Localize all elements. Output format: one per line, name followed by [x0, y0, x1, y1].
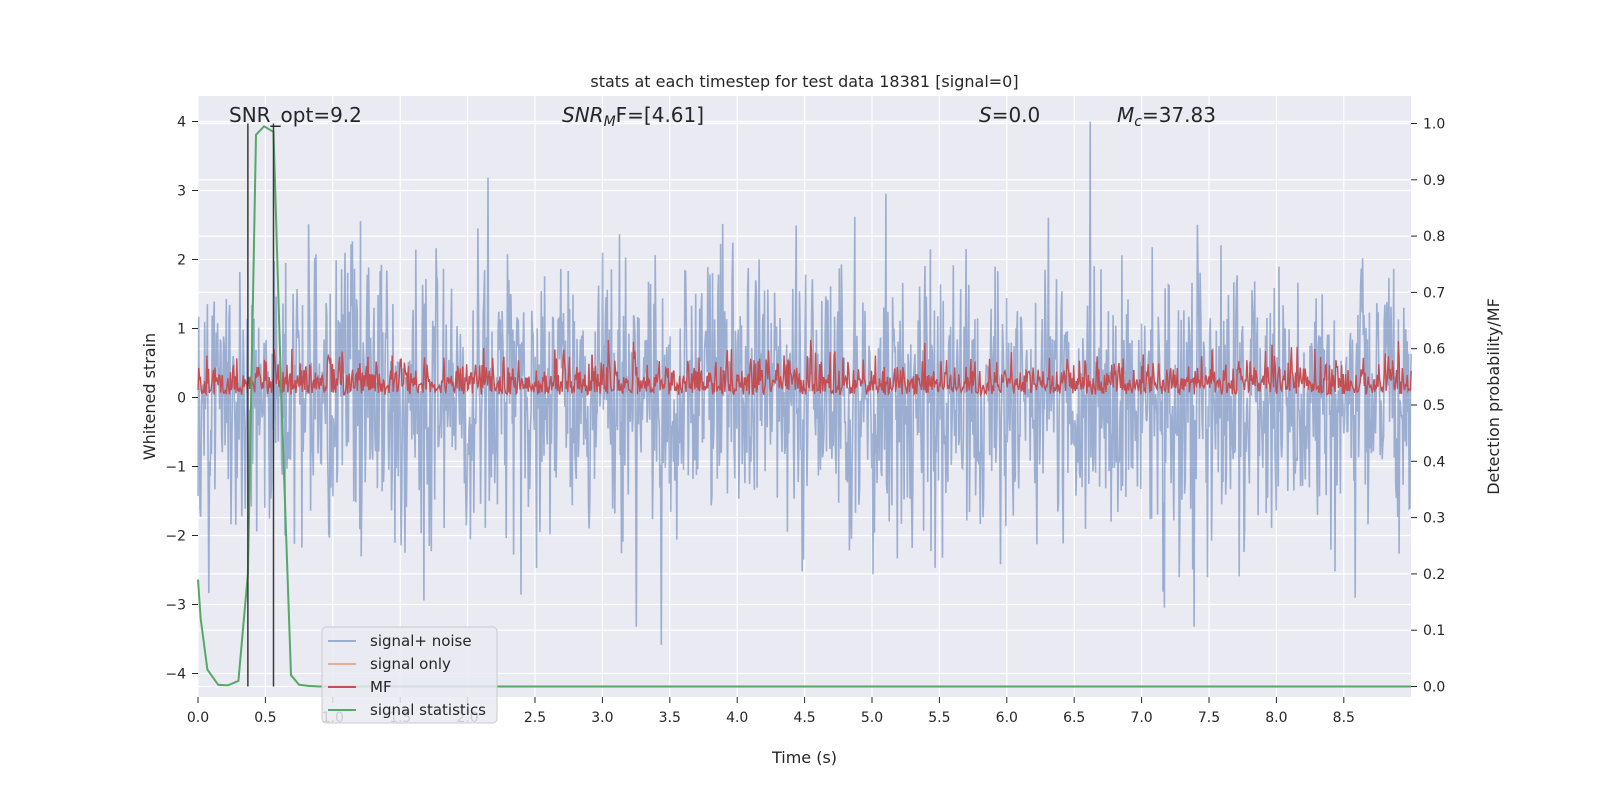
y-left-tick-label: 4	[177, 115, 186, 131]
y-right-tick-label: 0.7	[1423, 285, 1445, 301]
y-left-tick-label: 0	[177, 391, 186, 407]
chart-title: stats at each timestep for test data 183…	[590, 72, 1018, 91]
x-tick-label: 0.0	[187, 710, 209, 726]
legend-label: MF	[370, 678, 392, 696]
signal-statistics-line	[197, 125, 1412, 688]
x-tick-label: 2.5	[524, 710, 546, 726]
y-right-tick-label: 0.5	[1423, 398, 1445, 414]
annotation-mc: Mc=37.83	[1117, 103, 1216, 130]
y-right-tick-label: 0.8	[1423, 229, 1445, 245]
annotation-mc-value: =37.83	[1142, 103, 1216, 127]
y-right-tick-label: 0.9	[1423, 173, 1445, 189]
y-left-tick-label: 3	[177, 184, 186, 200]
y-right-tick-label: 0.3	[1423, 511, 1445, 527]
annotation-s: S=0.0	[979, 103, 1040, 127]
vlines	[247, 123, 275, 687]
y-right-tick-label: 0.1	[1423, 623, 1445, 639]
x-tick-label: 3.5	[659, 710, 681, 726]
x-axis-label: Time (s)	[771, 748, 837, 767]
signal-noise-line	[197, 121, 1412, 646]
legend-box	[321, 626, 498, 724]
mf-line	[197, 339, 1412, 398]
y-right-tick-label: 0.4	[1423, 454, 1445, 470]
y-left-tick-label: −3	[165, 598, 186, 614]
y-right-tick-label: 1.0	[1423, 117, 1445, 133]
y-right-tick-label: 0.6	[1423, 342, 1445, 358]
annotation-s-base: S	[979, 103, 992, 127]
annotation-s-value: =0.0	[992, 103, 1041, 127]
annotation-mc-sub: c	[1134, 114, 1142, 130]
legend-label: signal only	[370, 655, 451, 673]
x-tick-label: 3.0	[591, 710, 613, 726]
signal-noise-series	[197, 121, 1412, 646]
legend: signal+ noise signal only MF signal statist…	[321, 626, 498, 724]
legend-label: signal statistics	[370, 701, 486, 719]
x-tick-label: 8.0	[1265, 710, 1287, 726]
y-right-tick-label: 0.2	[1423, 567, 1445, 583]
annotation-mc-base: M	[1117, 103, 1134, 127]
x-tick-label: 6.5	[1063, 710, 1085, 726]
signal-statistics-series	[197, 125, 1412, 688]
annotations: SNR_opt=9.2 SNRMF=[4.61] S=0.0 Mc=37.83	[229, 103, 1216, 130]
annotation-snr-opt: SNR_opt=9.2	[229, 103, 362, 127]
y-left-tick-label: −1	[165, 460, 186, 476]
x-tick-label: 5.0	[861, 710, 883, 726]
x-tick-label: 4.5	[793, 710, 815, 726]
annotation-snr-mf-base: SNR	[562, 103, 604, 127]
y-axis-right-ticks: 1.0 0.9 0.8 0.7 0.6 0.5 0.4 0.3 0.2 0.1 0.0	[1411, 117, 1445, 696]
x-tick-label: 4.0	[726, 710, 748, 726]
annotation-snr-mf-sub: M	[604, 114, 616, 130]
y-left-tick-label: 2	[177, 253, 186, 269]
annotation-snr-mf: SNRMF=[4.61]	[562, 103, 704, 130]
x-tick-label: 8.5	[1333, 710, 1355, 726]
annotation-snr-mf-value: F=[4.61]	[616, 103, 704, 127]
y-left-tick-label: 1	[177, 322, 186, 338]
y-left-tick-label: −2	[165, 529, 186, 545]
y-right-tick-label: 0.0	[1423, 680, 1445, 696]
y-left-tick-label: −4	[165, 667, 186, 683]
y-axis-left-label: Whitened strain	[140, 333, 159, 460]
y-axis-left-ticks: 4 3 2 1 0 −1 −2 −3 −4	[165, 115, 198, 683]
x-tick-label: 6.0	[996, 710, 1018, 726]
legend-label: signal+ noise	[370, 632, 472, 650]
y-axis-right-label: Detection probability/MF	[1484, 298, 1503, 495]
x-tick-label: 0.5	[254, 710, 276, 726]
mf-series	[197, 339, 1412, 398]
x-tick-label: 7.0	[1130, 710, 1152, 726]
x-tick-label: 7.5	[1198, 710, 1220, 726]
x-tick-label: 5.5	[928, 710, 950, 726]
